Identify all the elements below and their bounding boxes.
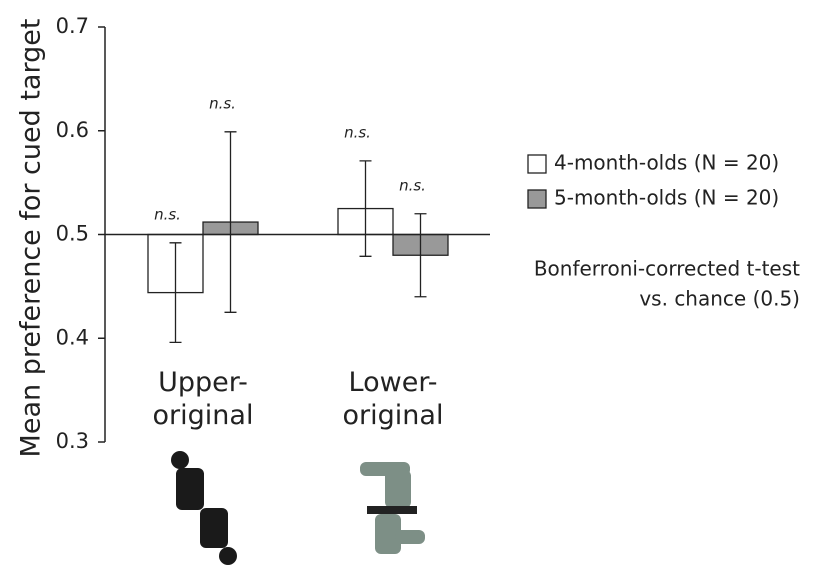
note: Bonferroni-corrected t-test xyxy=(534,257,800,281)
upper-figure xyxy=(171,451,237,565)
significance-label: n.s. xyxy=(399,176,426,194)
lower-figure xyxy=(360,462,425,554)
significance-label: n.s. xyxy=(344,123,371,141)
y-tick-label: 0.7 xyxy=(56,14,89,38)
x-tick-label: Lower-original xyxy=(342,367,444,431)
legend-swatch xyxy=(527,154,547,174)
legend-label: 4-month-olds (N = 20) xyxy=(554,151,779,175)
y-tick-label: 0.6 xyxy=(56,118,89,142)
note: vs. chance (0.5) xyxy=(639,287,800,311)
legend-swatch xyxy=(527,189,547,209)
error-bar xyxy=(169,242,182,344)
error-bar xyxy=(359,160,372,257)
y-tick-label: 0.4 xyxy=(56,325,89,349)
significance-label: n.s. xyxy=(209,94,236,112)
y-tick-label: 0.5 xyxy=(56,222,89,246)
y-tick-label: 0.3 xyxy=(56,429,89,453)
y-axis-label: Mean preference for cued target xyxy=(16,19,47,458)
significance-label: n.s. xyxy=(154,205,181,223)
legend-label: 5-month-olds (N = 20) xyxy=(554,186,779,210)
error-bar xyxy=(224,131,237,313)
x-tick-label: Upper-original xyxy=(152,367,254,431)
error-bar xyxy=(414,213,427,298)
